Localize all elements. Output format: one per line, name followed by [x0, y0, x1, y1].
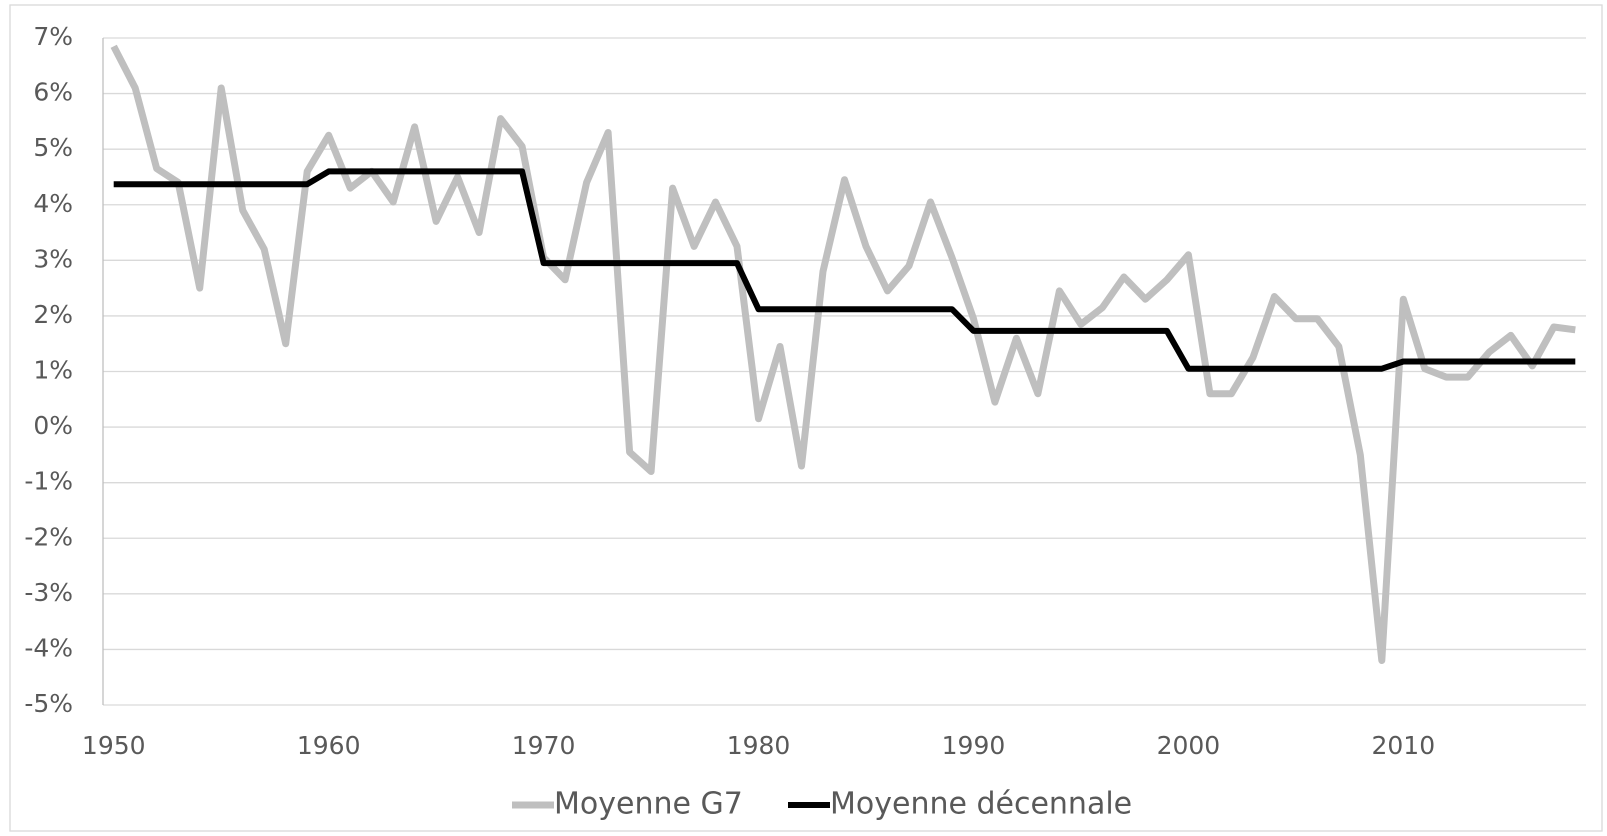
y-tick-label: 0%	[33, 411, 73, 440]
x-tick-label: 1970	[512, 731, 576, 760]
y-tick-label: -3%	[24, 578, 73, 607]
x-tick-label: 1960	[297, 731, 361, 760]
y-tick-label: 7%	[33, 22, 73, 51]
y-tick-label: -1%	[24, 467, 73, 496]
x-tick-label: 1980	[727, 731, 791, 760]
x-tick-label: 2000	[1157, 731, 1221, 760]
y-tick-label: -5%	[24, 689, 73, 718]
series-line	[110, 44, 1576, 664]
x-tick-label: 2010	[1371, 731, 1435, 760]
y-tick-label: 2%	[33, 300, 73, 329]
y-tick-label: 3%	[33, 244, 73, 273]
legend-label: Moyenne décennale	[830, 787, 1132, 822]
y-tick-label: 4%	[33, 189, 73, 218]
legend-label: Moyenne G7	[554, 787, 743, 822]
x-tick-label: 1950	[82, 731, 146, 760]
chart-frame	[9, 4, 1603, 832]
x-tick-label: 1990	[942, 731, 1006, 760]
y-tick-label: 5%	[33, 133, 73, 162]
y-tick-label: -2%	[24, 522, 73, 551]
y-tick-label: -4%	[24, 633, 73, 662]
y-tick-label: 6%	[33, 78, 73, 107]
series-line	[113, 168, 1576, 372]
y-tick-label: 1%	[33, 356, 73, 385]
